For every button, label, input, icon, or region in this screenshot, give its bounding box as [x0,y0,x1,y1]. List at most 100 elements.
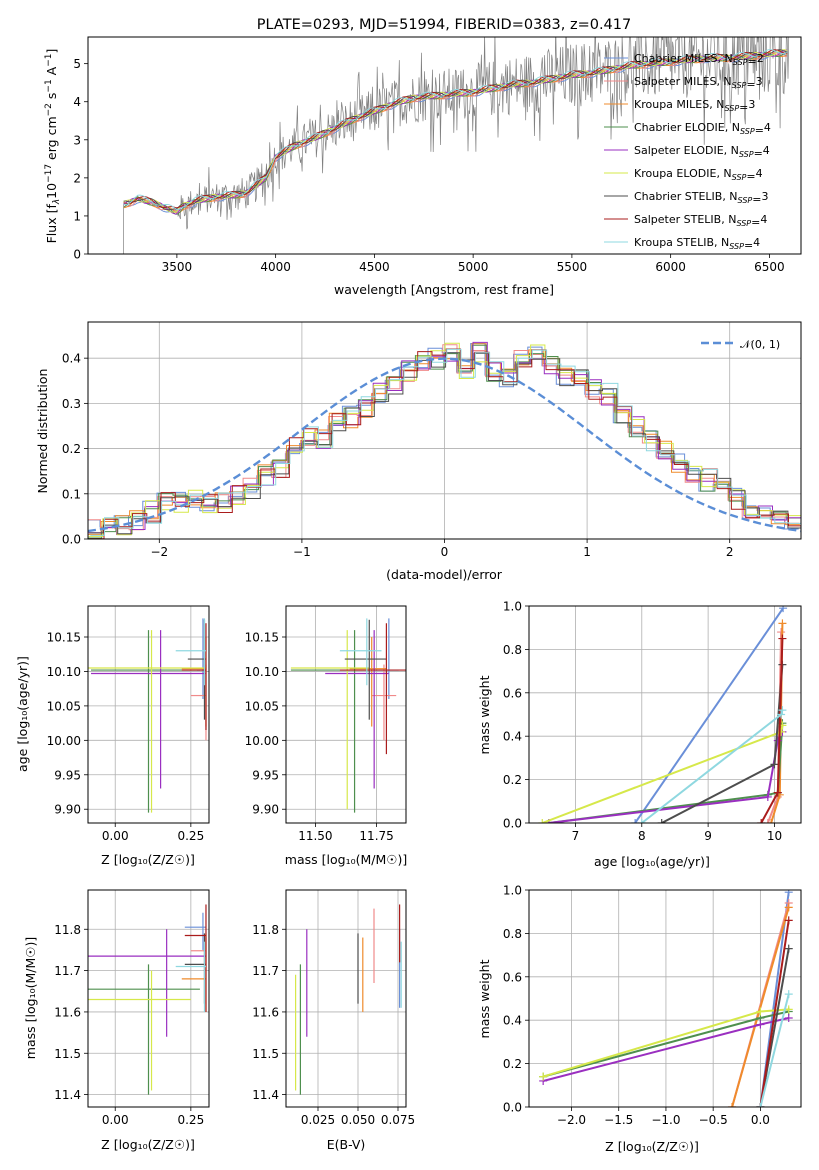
legend-eq: = [739,101,748,114]
residuals-ytick-label: 0.4 [62,352,81,366]
age_vs_mass-ytick-label: 10.15 [245,631,279,645]
weight_vs_Z-xtick-label: −1.0 [651,1113,680,1127]
legend-nssp-value: 3 [748,98,755,111]
weight_vs_Z-ytick-label: 1.0 [503,884,522,898]
weight_vs_Z-xtick-label: 0.0 [751,1113,770,1127]
age_vs_mass-plot-area [290,618,406,813]
weight_vs_Z-ytick-label: 0.8 [503,927,522,941]
age_vs_mass-ytick-label: 10.05 [245,699,279,713]
weight_vs_Z-xtick-label: −0.5 [699,1113,728,1127]
weight_vs_age-marker [773,788,782,797]
weight_vs_Z-marker [756,1020,765,1029]
spectrum-legend-label: Salpeter ELODIE, NSSP=4 [634,144,770,160]
legend-nssp-value: 3 [756,75,763,88]
weight_vs_age-marker [637,819,646,823]
mass_vs_ebv-ytick-label: 11.7 [252,964,279,978]
legend-nssp-subscript: SSP [738,196,753,205]
mass_vs_ebv-plot-area [295,904,402,1095]
residuals-frame [87,321,802,540]
mass_vs_Z-ytick-label: 11.8 [54,923,81,937]
weight_vs_age-frame [528,605,802,824]
legend-model-name: Chabrier STELIB [634,190,722,203]
weight_vs_age-marker [763,819,772,823]
residuals-ylabel: Normed distribution [35,369,50,494]
legend-nssp-subscript: SSP [733,58,748,67]
age_vs_mass-xtick-label: 11.75 [359,829,393,843]
weight_vs_Z-marker [756,1007,765,1016]
age-mass-xlabel: mass [log₁₀(M/M☉)] [285,852,407,867]
weight_vs_Z-marker [784,903,793,912]
spectrum-ytick-label: 2 [73,171,81,185]
weight_vs_age-ytick-label: 1.0 [503,600,522,614]
residuals-plot-area [88,341,801,539]
weight_vs_Z-frame [528,889,802,1108]
mass_vs_ebv-frame [285,889,407,1108]
spectrum-xtick-label: 4500 [359,260,390,274]
spectrum-ytick-label: 1 [73,209,81,223]
weight_vs_age-ytick-label: 0.6 [503,686,522,700]
weight_vs_age-marker [778,634,787,643]
weight_vs_Z-xtick-label: −2.0 [557,1113,586,1127]
residuals-ytick-label: 0.1 [62,487,81,501]
legend-eq: = [744,239,753,252]
residuals-xtick-label: −2 [150,545,168,559]
age_vs_Z-xtick-label: 0.00 [102,829,129,843]
legend-eq: = [747,55,756,68]
spectrum-plot-area [123,37,790,254]
weight_vs_Z-marker [728,1103,737,1107]
weight_vs_age-marker [631,819,640,823]
residuals-ytick-label: 0.3 [62,397,81,411]
legend-nssp-prefix: , N [714,236,729,249]
weight_vs_age-marker [778,706,787,715]
legend-nssp-prefix: , N [718,52,733,65]
mass_vs_Z-ytick-label: 11.4 [54,1088,81,1102]
residuals-xlabel: (data-model)/error [386,567,503,582]
weight_vs_age-marker [778,619,787,628]
mass_vs_ebv-ytick-label: 11.5 [252,1047,279,1061]
weight_vs_age-marker [770,760,779,769]
age_vs_Z-xtick-label: 0.25 [177,829,204,843]
weight_vs_age-ytick-label: 0.8 [503,643,522,657]
legend-nssp-prefix: , N [709,98,724,111]
residuals-hist-salpeter-stelib [89,348,801,539]
spectrum-legend-label: Kroupa MILES, NSSP=3 [634,98,755,114]
legend-model-name: Salpeter STELIB [634,213,721,226]
spectrum-ytick-label: 3 [73,133,81,147]
weight_vs_age-plot-area [538,606,788,823]
mass_vs_Z-xtick-label: 0.25 [177,1113,204,1127]
legend-nssp-value: 3 [761,190,768,203]
mass_vs_ebv-xtick-label: 0.075 [381,1113,415,1127]
mass_vs_Z-xtick-label: 0.00 [102,1113,129,1127]
weight_vs_age-marker [773,736,782,745]
legend-eq: = [746,78,755,91]
legend-nssp-subscript: SSP [739,150,754,159]
spectrum-xtick-label: 5500 [557,260,588,274]
weight_vs_Z-marker [539,1072,548,1081]
spectrum-legend-label: Kroupa STELIB, NSSP=4 [634,236,760,252]
legend-nssp-subscript: SSP [732,173,747,182]
legend-eq: = [755,124,764,137]
age_vs_Z-ytick-label: 9.95 [54,768,81,782]
mass_vs_ebv-ytick-label: 11.6 [252,1005,279,1019]
spectrum-legend-label: Chabrier ELODIE, NSSP=4 [634,121,771,137]
spectrum-legend-label: Chabrier STELIB, NSSP=3 [634,190,768,206]
weight_vs_age-line [641,709,784,823]
age_vs_mass-xtick-label: 11.50 [298,829,332,843]
age_vs_mass-ytick-label: 10.00 [245,734,279,748]
weight_vs_age-marker [763,792,772,801]
legend-nssp-value: 4 [756,167,763,180]
weight_vs_Z-marker [784,990,793,999]
weight-age-ylabel: mass weight [477,675,492,754]
weight_vs_age-marker [757,819,766,823]
mass_vs_ebv-ytick-label: 11.8 [252,923,279,937]
age_vs_Z-ytick-label: 10.05 [47,699,81,713]
weight_vs_Z-xtick-label: −1.5 [604,1113,633,1127]
mass_vs_Z-axes: 0.00 0.25 11.4 11.5 11.6 11.7 11.8 [54,890,209,1127]
spectrum-title: PLATE=0293, MJD=51994, FIBERID=0383, z=0… [257,17,631,33]
spectrum-frame [87,36,802,255]
mass_vs_ebv-xtick-label: 0.050 [341,1113,375,1127]
weight_vs_age-marker [767,819,776,823]
spectrum-model-line [123,49,788,213]
